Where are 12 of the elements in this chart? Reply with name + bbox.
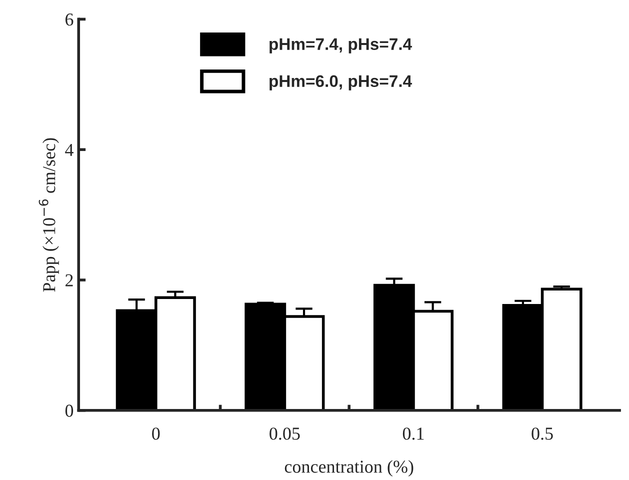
y-tick-label: 4 (65, 144, 74, 156)
x-tick-label: 0.05 (270, 428, 300, 440)
y-tick-label: 2 (66, 274, 73, 286)
y-tick-label: 6 (66, 14, 74, 26)
x-tick-label: 0.1 (402, 428, 424, 440)
y-tick-label: 0 (65, 404, 74, 417)
legend-label: pHm=6.0, pHs=7.4 (270, 75, 412, 90)
y-axis-title: Papp (×10$^{−6}$ cm/sec) (38, 138, 59, 292)
x-tick-label: 0 (152, 428, 160, 440)
x-axis-title: concentration (%) (284, 460, 414, 476)
legend-label: pHm=7.4, pHs=7.4 (270, 38, 412, 54)
x-tick-label: 0.5 (532, 428, 553, 440)
